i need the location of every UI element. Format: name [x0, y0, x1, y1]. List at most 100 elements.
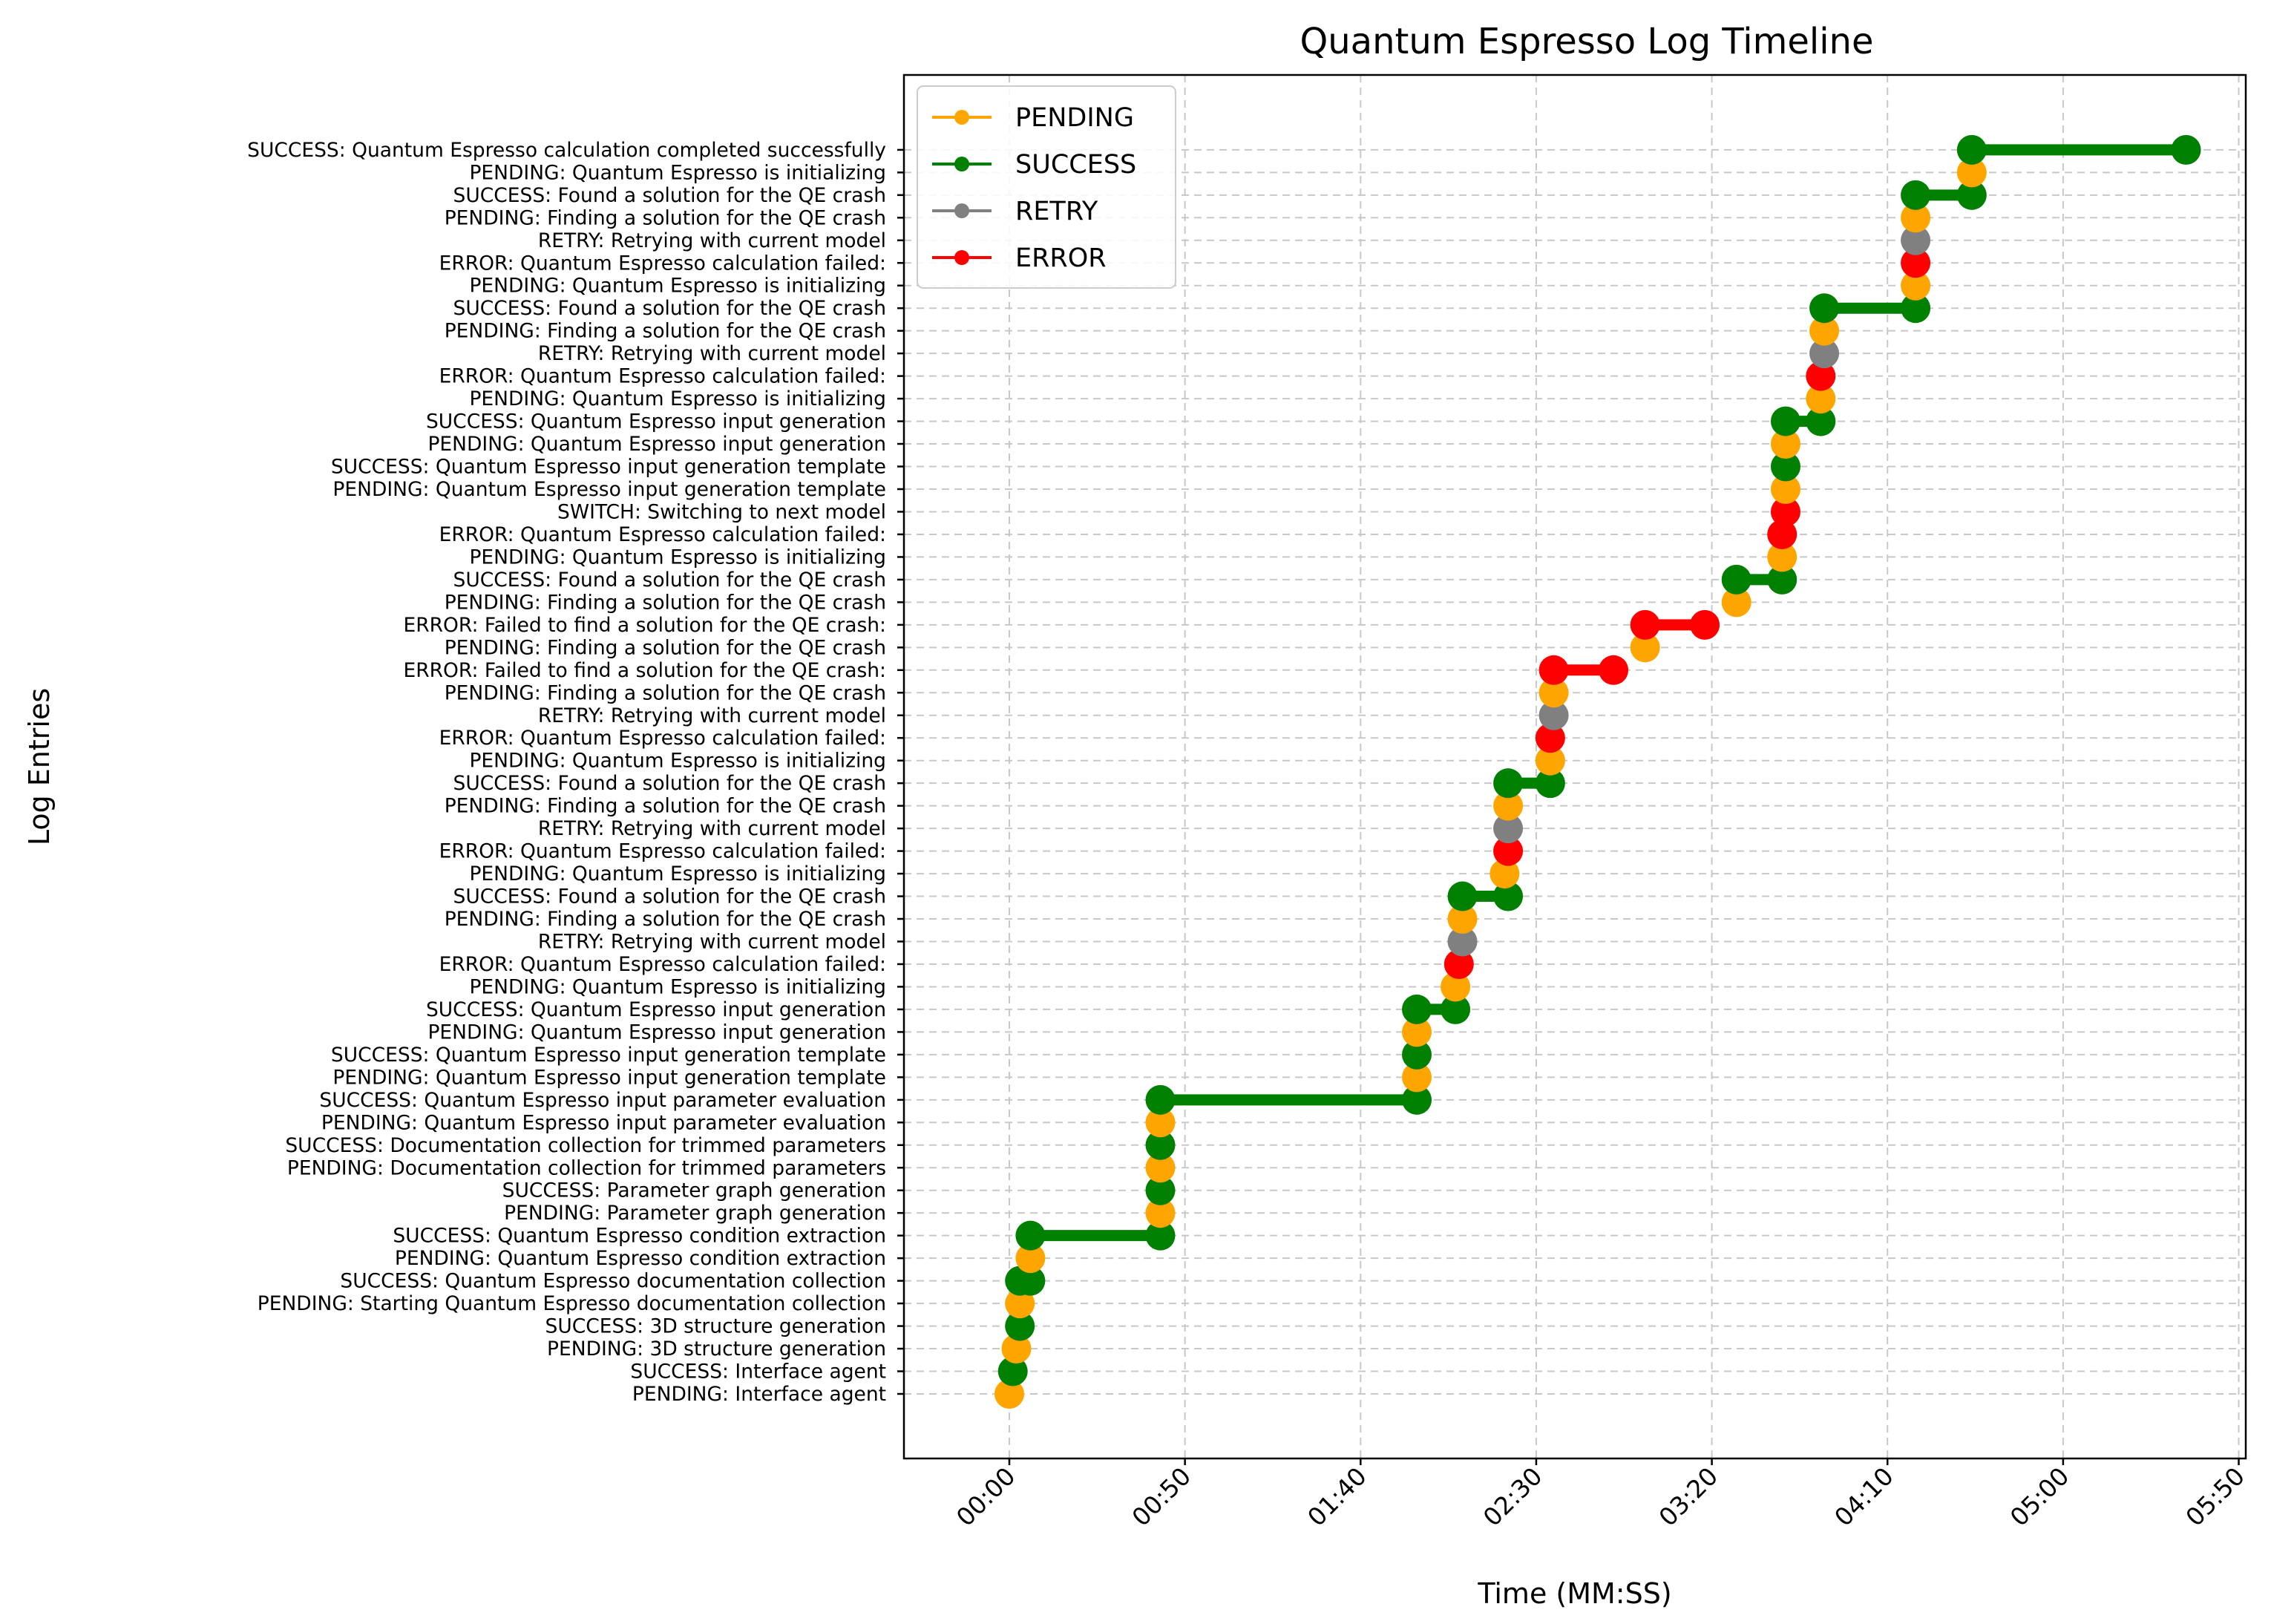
legend-marker [954, 157, 969, 171]
y-tick-label: PENDING: Quantum Espresso input generati… [332, 1066, 886, 1089]
entry-mark-success [1145, 1130, 1176, 1160]
legend-label: PENDING [1015, 103, 1134, 133]
y-tick-label: SUCCESS: Found a solution for the QE cra… [453, 885, 886, 908]
entry-end-point [1806, 406, 1836, 436]
entry-start-point [1145, 1107, 1176, 1138]
entry-mark-success [1770, 406, 1836, 436]
legend-marker [954, 203, 969, 218]
entry-mark-pending [1770, 474, 1800, 504]
entry-start-point [1770, 497, 1800, 527]
entry-mark-success [1005, 1266, 1046, 1296]
entry-mark-pending [1402, 1017, 1432, 1047]
entry-start-point [1806, 361, 1836, 391]
entry-mark-error [1806, 361, 1836, 391]
y-tick-label: PENDING: Quantum Espresso input generati… [427, 433, 886, 456]
entry-start-point [1447, 904, 1478, 934]
y-tick-label: PENDING: Interface agent [632, 1383, 886, 1406]
entry-mark-pending [1770, 429, 1800, 459]
entry-start-point [1493, 768, 1524, 799]
legend-marker [954, 110, 969, 125]
plot-frame [902, 73, 2247, 1460]
x-axis-label: Time (MM:SS) [1477, 1577, 1671, 1610]
y-tick-label: SUCCESS: Quantum Espresso documentation … [340, 1270, 886, 1293]
entry-mark-pending [1956, 157, 1987, 188]
legend-label: RETRY [1015, 197, 1098, 226]
y-tick-label: PENDING: Finding a solution for the QE c… [445, 591, 886, 614]
entry-mark-error [1630, 609, 1720, 640]
entry-start-point [1901, 203, 1931, 233]
y-tick-label: SUCCESS: Found a solution for the QE cra… [453, 772, 886, 795]
axis-ticks [897, 148, 2240, 1465]
entry-start-point [1005, 1289, 1035, 1319]
entry-mark-pending [1145, 1107, 1176, 1138]
entry-mark-retry [1538, 700, 1569, 730]
entry-start-point [1441, 972, 1471, 1002]
legend-item-success: SUCCESS [932, 150, 1136, 180]
entry-mark-success [1402, 994, 1471, 1024]
legend-label: SUCCESS [1015, 150, 1136, 180]
entry-mark-retry [1493, 813, 1524, 844]
entry-start-point [1145, 1198, 1176, 1228]
y-tick-label: ERROR: Quantum Espresso calculation fail… [439, 953, 886, 976]
y-tick-label: ERROR: Quantum Espresso calculation fail… [439, 523, 886, 546]
entry-start-point [1005, 1266, 1035, 1296]
y-tick-label: SUCCESS: Quantum Espresso condition extr… [393, 1225, 886, 1248]
entry-mark-success [997, 1356, 1028, 1386]
entry-mark-error [1901, 248, 1931, 278]
entry-end-point [1402, 1084, 1432, 1115]
entry-mark-pending [1005, 1289, 1035, 1319]
entry-start-point [1901, 248, 1931, 278]
y-tick-label: PENDING: Quantum Espresso input generati… [427, 1021, 886, 1044]
entry-start-point [1770, 406, 1800, 436]
entry-end-point [1441, 994, 1471, 1024]
entry-mark-success [1721, 564, 1797, 595]
entry-end-point [1901, 293, 1931, 324]
y-tick-label: PENDING: 3D structure generation [547, 1337, 886, 1361]
entry-start-point [1145, 1153, 1176, 1183]
y-tick-label: PENDING: Quantum Espresso is initializin… [469, 161, 886, 184]
y-tick-label: PENDING: Quantum Espresso condition extr… [395, 1247, 886, 1270]
entry-start-point [1015, 1243, 1046, 1274]
y-tick-label: SUCCESS: Quantum Espresso input generati… [331, 1044, 886, 1067]
entry-start-point [1956, 157, 1987, 188]
entry-end-point [1767, 564, 1797, 595]
y-tick-label: RETRY: Retrying with current model [538, 229, 886, 252]
y-tick-label: SUCCESS: Interface agent [630, 1361, 886, 1384]
y-tick-label: ERROR: Quantum Espresso calculation fail… [439, 727, 886, 750]
entry-start-point [1721, 564, 1751, 595]
entry-mark-pending [1001, 1334, 1032, 1364]
y-tick-label: ERROR: Quantum Espresso calculation fail… [439, 840, 886, 863]
entry-mark-switch [1770, 497, 1800, 527]
y-tick-label: SUCCESS: Parameter graph generation [502, 1179, 886, 1202]
entry-mark-pending [1630, 632, 1660, 663]
y-tick-label: SUCCESS: Quantum Espresso input generati… [426, 410, 886, 433]
y-tick-label: SUCCESS: Quantum Espresso calculation co… [247, 139, 886, 162]
entry-end-point [1145, 1220, 1176, 1251]
entry-end-point [1690, 609, 1720, 640]
y-tick-label: PENDING: Documentation collection for tr… [287, 1156, 886, 1179]
y-tick-label: SUCCESS: Found a solution for the QE cra… [453, 184, 886, 207]
legend: PENDING SUCCESS RETRY ERROR [917, 85, 1176, 289]
y-tick-label: SUCCESS: 3D structure generation [545, 1315, 886, 1338]
y-tick-label: SUCCESS: Found a solution for the QE cra… [453, 569, 886, 592]
entry-mark-pending [1490, 859, 1520, 889]
y-tick-label: PENDING: Quantum Espresso is initializin… [469, 750, 886, 773]
chart-title: Quantum Espresso Log Timeline [1300, 21, 1873, 62]
entry-mark-pending [1806, 384, 1836, 414]
y-tick-label: RETRY: Retrying with current model [538, 704, 886, 727]
entry-start-point [1770, 474, 1800, 504]
entry-mark-retry [1809, 338, 1840, 369]
y-tick-label: ERROR: Failed to find a solution for the… [403, 659, 886, 682]
entry-start-point [1721, 587, 1751, 618]
entry-start-point [1809, 338, 1840, 369]
entry-end-point [2171, 134, 2201, 165]
entry-mark-pending [1721, 587, 1751, 618]
entry-start-point [1493, 836, 1524, 866]
legend-item-retry: RETRY [932, 197, 1098, 226]
entry-start-point [997, 1356, 1028, 1386]
y-tick-label: PENDING: Finding a solution for the QE c… [445, 795, 886, 818]
entry-mark-pending [1901, 270, 1931, 301]
series-layer [994, 134, 2201, 1409]
